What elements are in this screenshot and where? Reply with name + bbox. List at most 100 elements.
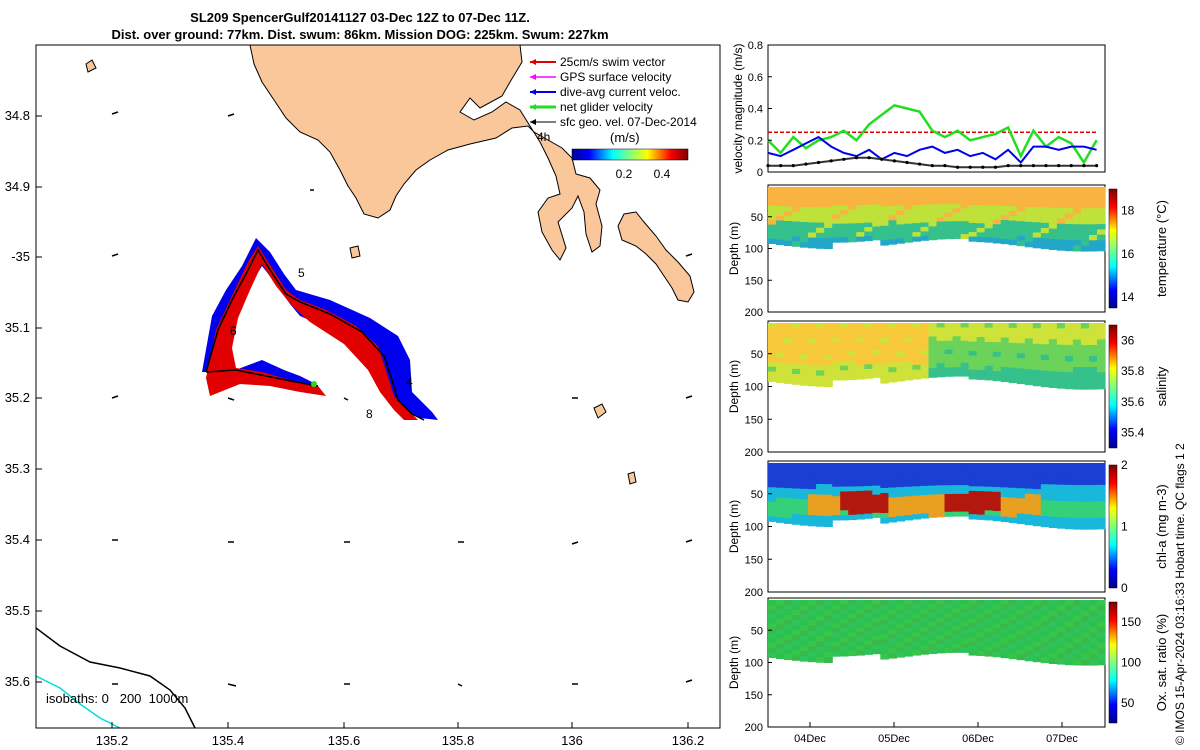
chl-a-cell (800, 494, 809, 500)
oxygen-cell (960, 604, 970, 610)
chl-a-cell (888, 492, 897, 498)
chl-a-cell (904, 496, 913, 502)
salinity-cell (848, 332, 857, 338)
salinity-cell (792, 323, 801, 329)
chl-a-cell (792, 463, 801, 469)
salinity-cell (1024, 358, 1034, 365)
chl-a-cell (832, 472, 841, 478)
oxygen-cell (952, 647, 962, 653)
chl-a-cell (856, 477, 865, 483)
chl-a-cell (848, 491, 857, 497)
salinity-cell (880, 333, 889, 339)
temperature-cell (816, 192, 825, 198)
oxygen-cell (1032, 646, 1042, 652)
chl-a-cell (904, 477, 913, 483)
temperature-cell (1040, 243, 1050, 250)
temperature-colorbar-tick: 16 (1121, 247, 1135, 261)
chl-a-cell (768, 511, 777, 517)
temperature-cell (808, 227, 817, 234)
salinity-cell (928, 336, 938, 342)
chl-a-cell (816, 484, 825, 490)
temperature-cell (888, 206, 897, 212)
chl-a-cell (1016, 463, 1026, 469)
salinity-cell (968, 369, 978, 375)
chl-a-cell (928, 467, 938, 473)
chl-a-cell (768, 516, 777, 522)
oxygen-cell (800, 605, 809, 611)
temperature-cell (904, 200, 913, 206)
salinity-cell (1048, 339, 1058, 346)
salinity-cell (888, 332, 897, 339)
oxygen-cell (784, 629, 793, 636)
chl-a-cell (1040, 484, 1050, 491)
chl-a-cell (912, 481, 921, 487)
temperature-cell (1032, 227, 1042, 234)
salinity-cell (896, 323, 905, 329)
salinity-cell (936, 354, 946, 360)
temperature-cell (928, 230, 938, 236)
salinity-cell (944, 340, 954, 346)
chl-a-cell (856, 509, 865, 515)
salinity-cell (1024, 379, 1034, 386)
chl-a-cell (840, 463, 849, 469)
island-small-4 (627, 471, 637, 485)
temperature-cell (1008, 211, 1018, 217)
temperature-cell (912, 227, 921, 233)
oxygen-cell (960, 613, 970, 618)
oxygen-cell (848, 627, 857, 633)
oxygen-cell (928, 613, 938, 619)
chl-a-cell (1072, 479, 1082, 486)
temperature-cell (992, 233, 1002, 239)
oxygen-cell (952, 608, 962, 614)
oxygen-cell (984, 651, 994, 657)
temperature-cell (896, 200, 905, 207)
chl-a-cell (776, 463, 785, 469)
chl-a-cell (928, 476, 938, 482)
chl-a-cell (1016, 483, 1026, 489)
chl-a-cell (1072, 501, 1082, 508)
chl-a-cell (872, 485, 881, 491)
salinity-cell (872, 345, 881, 351)
oxygen-cell (920, 618, 930, 624)
salinity-cell (1056, 382, 1066, 389)
salinity-cell (984, 356, 994, 362)
chl-a-cell (784, 508, 793, 514)
temperature-cell (808, 207, 817, 213)
salinity-cell (1080, 323, 1090, 330)
chl-a-cell (1008, 492, 1018, 499)
temperature-cell (1072, 229, 1082, 236)
salinity-cell (832, 337, 841, 343)
oxygen-cell (784, 644, 793, 651)
chl-a-cell (880, 498, 889, 504)
temperature-cell (1040, 233, 1050, 239)
oxygen-cell (808, 610, 817, 616)
chl-a-cell (992, 482, 1002, 488)
salinity-cell (784, 378, 793, 384)
temperature-cell (1080, 224, 1090, 231)
temperature-cell (776, 191, 785, 198)
chl-a-cell (1048, 495, 1058, 502)
oxygen-cell (968, 627, 978, 633)
temperature-cell (944, 204, 954, 209)
temperature-cell (1032, 207, 1042, 213)
temperature-cell (920, 235, 930, 241)
salinity-cell (952, 327, 962, 333)
chl-a-cell (888, 472, 897, 479)
oxygen-cell (1016, 629, 1026, 636)
chl-a-cell (976, 472, 986, 478)
salinity-cell (856, 341, 865, 347)
chl-a-cell (880, 473, 889, 479)
surface-speed-point (842, 157, 846, 161)
salinity-cell (832, 375, 841, 381)
chl-a-cell (792, 519, 801, 525)
salinity-cell (1072, 350, 1082, 357)
temperature-cell (928, 217, 938, 223)
chl-a-cell (1097, 484, 1106, 491)
temperature-cell (1097, 197, 1106, 204)
chl-a-cell (816, 505, 825, 511)
salinity-cell (872, 363, 881, 369)
salinity-cell (808, 359, 817, 366)
temperature-cell (920, 222, 930, 228)
oxygen-cell (1000, 652, 1010, 659)
temperature-cell (992, 228, 1002, 235)
